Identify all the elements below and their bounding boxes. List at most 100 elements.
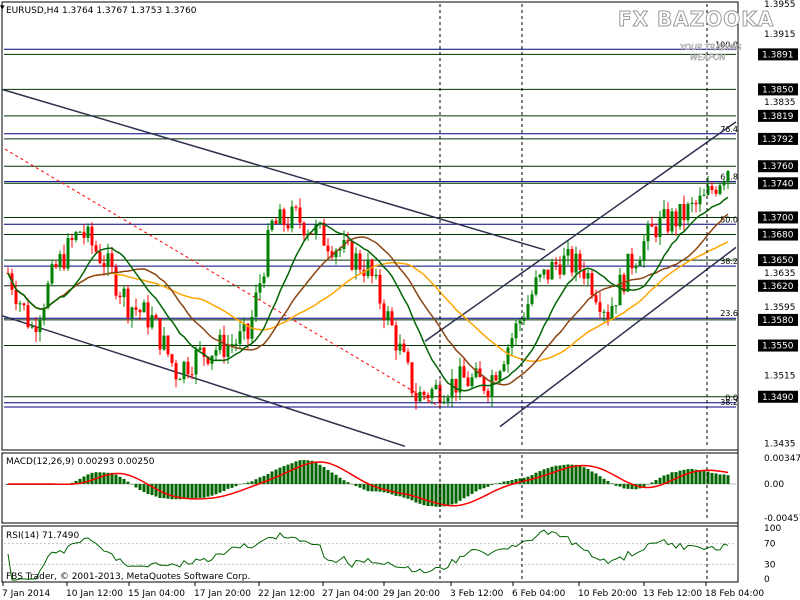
candle-body — [18, 303, 22, 305]
candle-body — [330, 251, 334, 258]
macd-histogram-bar — [626, 484, 630, 489]
macd-histogram-bar — [110, 472, 114, 484]
candle-body — [106, 253, 110, 268]
macd-histogram-bar — [318, 464, 322, 484]
candle-body — [126, 288, 130, 318]
macd-histogram-bar — [182, 484, 186, 500]
candle-body — [634, 265, 638, 269]
copyright-text: FBS Trader, © 2001-2013, MetaQuotes Soft… — [6, 572, 250, 582]
macd-histogram-bar — [342, 480, 346, 484]
macd-histogram-bar — [406, 484, 410, 499]
macd-histogram-bar — [358, 484, 362, 488]
logo-main-text: FX BAZOOKA — [618, 7, 774, 31]
candle-body — [718, 185, 722, 194]
macd-histogram-bar — [146, 484, 150, 494]
macd-histogram-bar — [442, 484, 446, 507]
rsi-pane[interactable]: 100 70 30 0 — [1, 524, 781, 585]
candle-body — [554, 261, 558, 265]
candle-body — [418, 391, 422, 402]
candle-body — [90, 226, 94, 246]
candle-body — [222, 334, 226, 357]
level-price-label: 1.3891 — [762, 50, 794, 60]
macd-histogram-bar — [486, 484, 490, 487]
candle-body — [378, 274, 382, 304]
candle-body — [326, 245, 330, 252]
candle-body — [350, 241, 354, 270]
macd-histogram-bar — [102, 472, 106, 484]
candle-body — [702, 194, 706, 196]
macd-histogram-bar — [646, 484, 650, 485]
macd-histogram-bar — [510, 480, 514, 484]
candle-body — [410, 362, 414, 394]
candle-body — [214, 350, 218, 356]
candle-body — [162, 335, 166, 350]
candle-body — [30, 326, 34, 328]
time-tick-label: 10 Jan 12:00 — [66, 589, 123, 599]
macd-histogram-bar — [542, 469, 546, 484]
macd-histogram-bar — [258, 477, 262, 484]
candle-body — [242, 323, 246, 332]
macd-label: MACD(12,26,9) 0.00293 0.00250 — [6, 457, 155, 467]
candle-body — [542, 269, 546, 275]
macd-histogram-bar — [250, 481, 254, 484]
macd-histogram-bar — [586, 469, 590, 484]
candle-body — [62, 254, 66, 269]
macd-histogram-bar — [86, 474, 90, 484]
macd-histogram-bar — [226, 484, 230, 489]
level-price-label: 1.3700 — [762, 213, 794, 223]
candle-body — [98, 251, 102, 264]
candle-body — [450, 378, 454, 398]
candle-body — [390, 311, 394, 326]
downtrend-line-lower — [1, 314, 406, 448]
macd-histogram-bar — [214, 484, 218, 495]
price-tick-label: 1.3515 — [764, 371, 796, 381]
uptrend-channel-upper — [424, 121, 737, 342]
macd-histogram-bar — [494, 483, 498, 484]
macd-histogram-bar — [578, 465, 582, 484]
candle-body — [382, 303, 386, 320]
candle-body — [406, 351, 410, 363]
macd-histogram-bar — [134, 484, 138, 488]
macd-histogram-bar — [326, 470, 330, 484]
macd-histogram-bar — [106, 472, 110, 484]
macd-histogram-bar — [234, 484, 238, 487]
candle-body — [270, 220, 274, 230]
candle-body — [38, 319, 42, 332]
macd-histogram-bar — [450, 484, 454, 505]
candle-body — [278, 209, 282, 224]
macd-histogram-bar — [698, 470, 702, 484]
macd-histogram-bar — [662, 475, 666, 484]
macd-histogram-bar — [630, 484, 634, 490]
time-tick-label: 27 Jan 04:00 — [322, 589, 379, 599]
macd-histogram-bar — [474, 484, 478, 492]
rsi-tick-label: 100 — [764, 524, 781, 534]
logo-sub-text-1: YOUR TRADING — [680, 43, 742, 52]
candle-body — [182, 361, 186, 380]
price-pane[interactable]: 100.076.461.850.038.223.60.038.2 — [1, 1, 739, 451]
macd-histogram-bar — [314, 462, 318, 484]
macd-histogram-bar — [574, 464, 578, 484]
candle-body — [530, 294, 534, 305]
macd-histogram-bar — [254, 479, 258, 484]
window-menu-icon[interactable]: ▾ — [0, 3, 5, 13]
candle-body — [294, 206, 298, 208]
candle-body — [430, 389, 434, 399]
candle-body — [166, 335, 170, 355]
candle-body — [202, 347, 206, 357]
candle-body — [246, 323, 250, 339]
macd-histogram-bar — [78, 478, 82, 484]
macd-histogram-bar — [174, 484, 178, 500]
macd-histogram-bar — [74, 480, 78, 484]
candle-body — [206, 356, 210, 364]
macd-histogram-bar — [206, 484, 210, 497]
macd-histogram-bar — [618, 484, 622, 487]
fib-label: 38.2 — [720, 398, 738, 407]
candle-body — [666, 209, 670, 232]
candle-body — [58, 254, 62, 268]
candle-body — [110, 253, 114, 267]
candle-body — [706, 186, 710, 195]
macd-pane[interactable]: 0.00347 0.00 -0.00457 — [1, 452, 800, 524]
macd-histogram-bar — [190, 484, 194, 500]
macd-histogram-bar — [330, 472, 334, 484]
